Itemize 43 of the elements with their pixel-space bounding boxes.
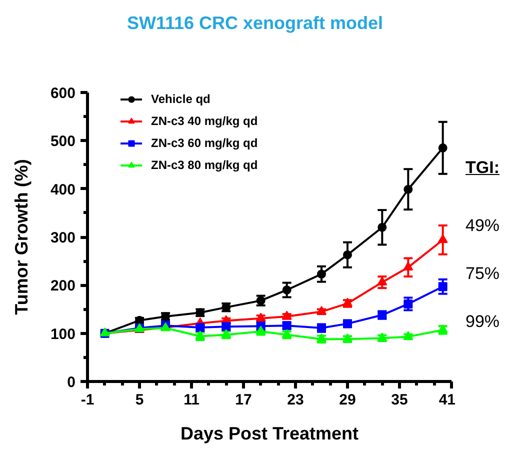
x-tick-label: 29 bbox=[339, 392, 356, 408]
legend-label: ZN-c3 40 mg/kg qd bbox=[151, 114, 258, 128]
point bbox=[342, 333, 352, 342]
x-axis-title: Days Post Treatment bbox=[180, 424, 359, 444]
x-tick-label: 41 bbox=[438, 392, 456, 408]
point bbox=[403, 331, 414, 340]
x-tick-label: -1 bbox=[80, 392, 94, 408]
point bbox=[404, 184, 413, 194]
point bbox=[378, 222, 387, 232]
point bbox=[316, 306, 326, 315]
y-tick-label: 0 bbox=[67, 374, 76, 391]
point bbox=[438, 282, 448, 292]
text: TGI: bbox=[464, 158, 500, 177]
point bbox=[438, 234, 448, 243]
y-tick-label: 200 bbox=[50, 278, 76, 295]
text: 99% bbox=[464, 312, 501, 331]
chart-title: SW1116 CRC xenograft model bbox=[126, 12, 384, 34]
x-tick-label: 5 bbox=[135, 392, 144, 408]
y-tick-label: 400 bbox=[50, 181, 76, 198]
point bbox=[256, 312, 266, 322]
point bbox=[282, 285, 292, 294]
point bbox=[438, 143, 448, 152]
y-tick-label: 500 bbox=[50, 133, 76, 150]
y-tick-label: 100 bbox=[50, 326, 76, 343]
point bbox=[403, 262, 414, 270]
point bbox=[404, 299, 413, 308]
legend-label: ZN-c3 60 mg/kg qd bbox=[151, 136, 258, 150]
x-tick-label: 11 bbox=[184, 392, 200, 408]
text: 49% bbox=[464, 216, 501, 235]
point bbox=[377, 332, 388, 342]
legend-label: ZN-c3 80 mg/kg qd bbox=[151, 158, 258, 172]
y-axis-title: Tumor Growth (%) bbox=[11, 159, 32, 315]
y-tick-label: 300 bbox=[50, 230, 76, 246]
point bbox=[377, 276, 388, 286]
y-tick-label: 600 bbox=[50, 85, 76, 102]
legend-label: Vehicle qd bbox=[151, 92, 210, 106]
x-tick-label: 35 bbox=[391, 392, 408, 408]
point bbox=[343, 250, 352, 260]
x-tick-label: 23 bbox=[287, 392, 304, 408]
point bbox=[317, 270, 326, 279]
x-tick-label: 17 bbox=[235, 392, 252, 408]
point bbox=[282, 310, 292, 320]
text: 75% bbox=[464, 264, 501, 283]
